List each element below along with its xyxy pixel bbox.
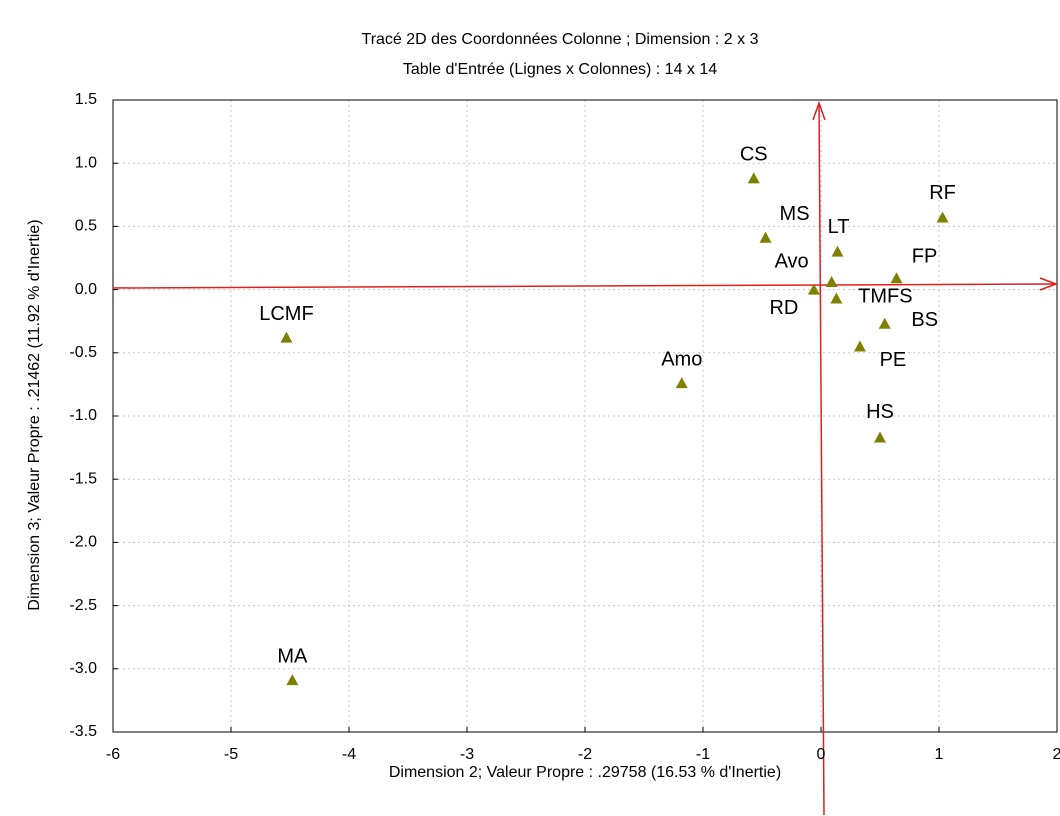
point-label: CS <box>740 144 768 166</box>
point <box>825 276 838 288</box>
point-label: RD <box>769 297 798 319</box>
y-tick-label: -3.0 <box>69 660 97 677</box>
origin-axes <box>112 100 1059 816</box>
point-label: Avo <box>775 250 809 272</box>
point <box>675 377 688 389</box>
point-label: LT <box>828 216 850 238</box>
x-axis-label: Dimension 2; Valeur Propre : .29758 (16.… <box>389 764 781 781</box>
point-label: PE <box>880 349 907 371</box>
x-tick-label: -6 <box>106 746 120 763</box>
point <box>830 292 843 304</box>
arrow-head <box>812 100 826 121</box>
x-tick-label: 2 <box>1053 746 1060 763</box>
point <box>874 431 886 443</box>
x-tick-label: -4 <box>342 746 356 763</box>
y-axis-label: Dimension 3; Valeur Propre : .21462 (11.… <box>26 219 43 610</box>
point <box>286 674 299 686</box>
chart-subtitle: Table d'Entrée (Lignes x Colonnes) : 14 … <box>403 61 717 78</box>
y-tick-label: -0.5 <box>69 344 97 361</box>
point-label: Amo <box>661 348 702 370</box>
y-tick-label: 1.5 <box>75 91 97 108</box>
point <box>853 340 866 352</box>
point-label: FP <box>912 246 938 268</box>
y-tick-label: 1.0 <box>75 154 97 171</box>
point <box>878 317 891 329</box>
y-tick-label: -3.5 <box>69 723 97 740</box>
point <box>890 272 903 284</box>
y-tick-label: -2.0 <box>69 534 97 551</box>
y-tick-label: 0.0 <box>75 281 97 298</box>
chart-title: Tracé 2D des Coordonnées Colonne ; Dimen… <box>362 31 759 48</box>
point <box>280 331 293 343</box>
y-tick-label: 0.5 <box>75 218 97 235</box>
x-tick-label: -5 <box>224 746 238 763</box>
point <box>759 231 772 243</box>
point <box>936 211 949 223</box>
y-tick-label: -2.5 <box>69 597 97 614</box>
horizontal-origin-line <box>112 283 1056 289</box>
point <box>807 283 820 295</box>
point-label: MA <box>277 645 308 667</box>
x-tick-label: -2 <box>578 746 592 763</box>
x-tick-label: -3 <box>460 746 474 763</box>
x-tick-label: 1 <box>935 746 944 763</box>
vertical-origin-line <box>818 102 825 816</box>
point-label: MS <box>780 203 810 225</box>
y-tick-label: -1.5 <box>69 470 97 487</box>
point <box>831 245 844 257</box>
x-tick-label: -1 <box>696 746 710 763</box>
point-label: RF <box>929 182 956 204</box>
point-label: HS <box>866 401 894 423</box>
point-label: BS <box>911 309 938 331</box>
arrow-head <box>1039 277 1059 291</box>
x-tick-label: 0 <box>817 746 826 763</box>
point <box>747 172 760 184</box>
grid <box>112 99 1058 733</box>
point-label: LCMF <box>259 303 313 325</box>
point-label: TMFS <box>858 286 912 308</box>
y-tick-label: -1.0 <box>69 407 97 424</box>
